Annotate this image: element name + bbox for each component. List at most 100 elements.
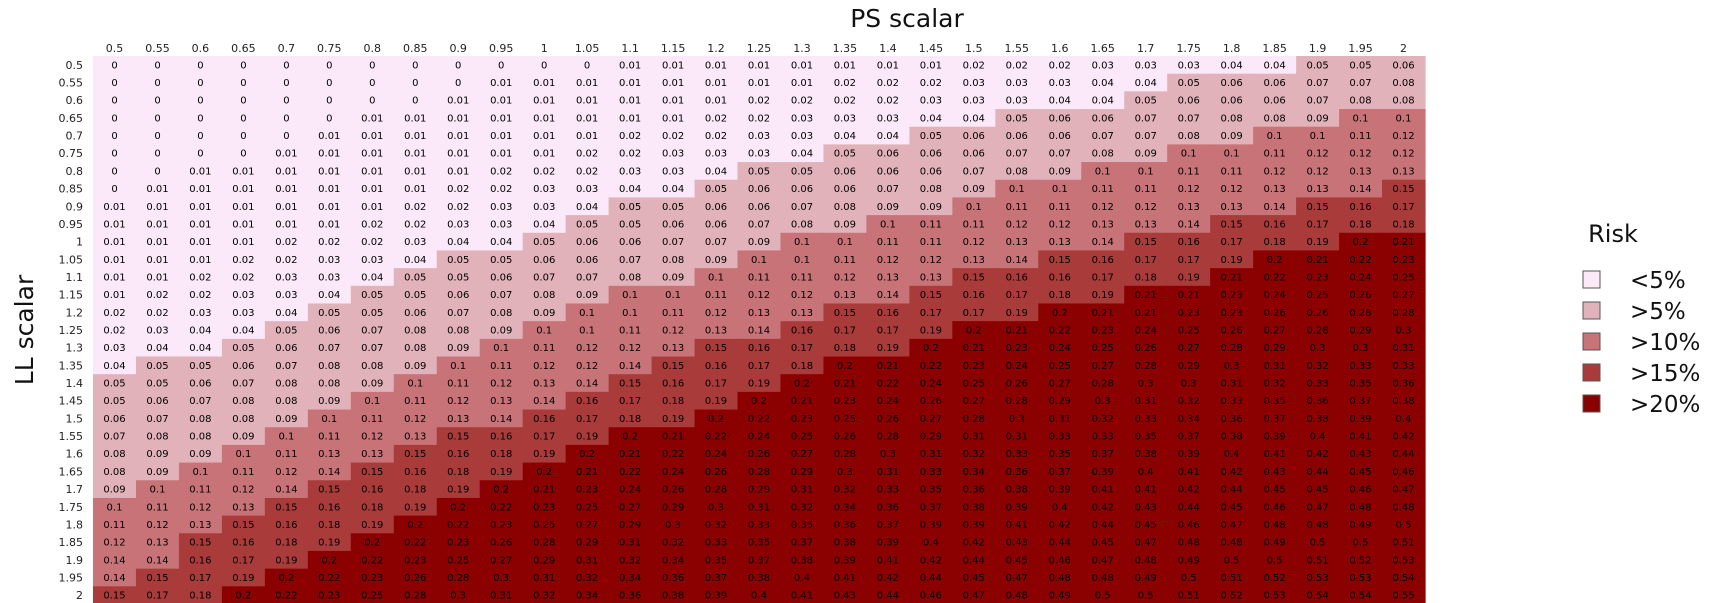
heatmap-cell [565, 497, 610, 517]
heatmap-cell-label: 0.05 [275, 326, 297, 337]
heatmap-cell-label: 0.04 [1220, 60, 1242, 71]
heatmap-cell [1210, 285, 1254, 305]
heatmap-cell-label: 0.12 [447, 396, 469, 407]
heatmap-cell [135, 480, 180, 499]
heatmap-cell [522, 303, 567, 322]
heatmap-cell [1210, 179, 1254, 199]
heatmap-cell [93, 374, 137, 393]
heatmap-cell-label: 0.06 [189, 379, 211, 390]
heatmap-cell [823, 338, 868, 358]
heatmap-cell [522, 391, 567, 411]
heatmap-cell-label: 0.01 [318, 166, 340, 177]
heatmap-cell-label: 0.1 [1267, 131, 1283, 142]
heatmap-cell-label: 0.08 [1349, 96, 1371, 107]
heatmap-cell-label: 0.34 [1178, 414, 1200, 425]
heatmap-cell-label: 0.13 [1306, 184, 1328, 195]
heatmap-cell-label: 0.11 [619, 326, 641, 337]
y-tick-label: 1.1 [66, 271, 84, 284]
heatmap-cell-label: 0.05 [103, 379, 125, 390]
heatmap-cell [393, 533, 438, 552]
heatmap-cell-label: 0.1 [708, 273, 724, 284]
heatmap-cell [264, 391, 309, 411]
heatmap-cell [1038, 338, 1082, 358]
heatmap-cell-label: 0 [111, 166, 117, 177]
heatmap-cell [1253, 162, 1297, 181]
heatmap-cell [651, 197, 696, 216]
heatmap-cell-label: 0.15 [146, 573, 168, 584]
heatmap-cell [1296, 586, 1340, 603]
heatmap-cell-label: 0.12 [1263, 166, 1285, 177]
heatmap-cell [393, 162, 438, 181]
heatmap-cell-label: 0.16 [748, 343, 770, 354]
heatmap-cell-label: 0.17 [232, 555, 254, 566]
heatmap-cell-label: 0.03 [146, 326, 168, 337]
heatmap-cell [823, 56, 868, 75]
heatmap-cell [823, 215, 868, 234]
heatmap-cell [952, 285, 996, 305]
heatmap-cell-label: 0.24 [619, 485, 641, 496]
heatmap-cell-label: 0.3 [493, 573, 509, 584]
heatmap-cell [823, 515, 868, 534]
heatmap-cell [694, 444, 739, 464]
heatmap-cell [522, 109, 567, 128]
heatmap-cell [479, 215, 524, 234]
heatmap-cell-label: 0.11 [533, 343, 555, 354]
heatmap-cell [1339, 215, 1383, 234]
x-tick-label: 1.55 [1005, 42, 1030, 55]
heatmap-cell-label: 0.32 [963, 449, 985, 460]
heatmap-cell [608, 462, 653, 481]
heatmap-cell-label: 0.01 [490, 113, 512, 124]
heatmap-cell [135, 285, 180, 305]
heatmap-cell-label: 0.1 [751, 255, 767, 266]
heatmap-cell [565, 215, 610, 234]
heatmap-cell-label: 0.13 [1349, 166, 1371, 177]
heatmap-cell [608, 374, 653, 393]
y-tick-label: 1.15 [59, 289, 84, 302]
heatmap-cell-label: 0.07 [318, 343, 340, 354]
heatmap-cell-label: 0.03 [490, 202, 512, 213]
heatmap-cell-label: 0.02 [834, 78, 856, 89]
heatmap-cell-label: 0 [326, 60, 332, 71]
heatmap-cell [393, 515, 438, 534]
heatmap-cell [393, 126, 438, 145]
heatmap-cell [952, 586, 996, 603]
heatmap-cell-label: 0.07 [361, 326, 383, 337]
heatmap-cell-label: 0.11 [447, 379, 469, 390]
heatmap-cell-label: 0.25 [963, 379, 985, 390]
heatmap-cell-label: 0 [369, 96, 375, 107]
heatmap-cell [608, 268, 653, 287]
heatmap-cell-label: 0.4 [1138, 467, 1154, 478]
heatmap-cell-label: 0.15 [404, 449, 426, 460]
heatmap-cell [178, 303, 223, 322]
heatmap-cell-label: 0.08 [1006, 166, 1028, 177]
heatmap-cell [995, 250, 1039, 269]
heatmap-cell [737, 462, 782, 481]
heatmap-cell-label: 0.12 [533, 361, 555, 372]
heatmap-cell-label: 0.18 [1263, 237, 1285, 248]
x-tick-label: 1.45 [919, 42, 944, 55]
heatmap-cell [1382, 285, 1426, 305]
heatmap-cell [135, 268, 180, 287]
heatmap-cell-label: 0.28 [1392, 308, 1414, 319]
heatmap-cell-label: 0.01 [490, 131, 512, 142]
heatmap-cell [1081, 338, 1125, 358]
heatmap-cell [1382, 215, 1426, 234]
heatmap-cell-label: 0.05 [1135, 96, 1157, 107]
heatmap-cell [221, 409, 266, 428]
heatmap-cell-label: 0.03 [275, 273, 297, 284]
heatmap-cell [307, 533, 352, 552]
heatmap-cell [780, 338, 825, 358]
heatmap-cell [264, 303, 309, 322]
heatmap-cell-label: 0.48 [1392, 502, 1414, 513]
heatmap-cell-label: 0 [240, 149, 246, 160]
heatmap-cell-label: 0.11 [490, 361, 512, 372]
heatmap-cell-label: 0.09 [103, 485, 125, 496]
heatmap-cell-label: 0.3 [1353, 343, 1369, 354]
heatmap-cell [1210, 303, 1254, 322]
heatmap-cell [952, 268, 996, 287]
heatmap-cell-label: 0.05 [490, 255, 512, 266]
heatmap-cell [1339, 533, 1383, 552]
heatmap-cell [1339, 232, 1383, 252]
heatmap-cell-label: 0.01 [533, 131, 555, 142]
heatmap-cell-label: 0.5 [1095, 591, 1111, 602]
